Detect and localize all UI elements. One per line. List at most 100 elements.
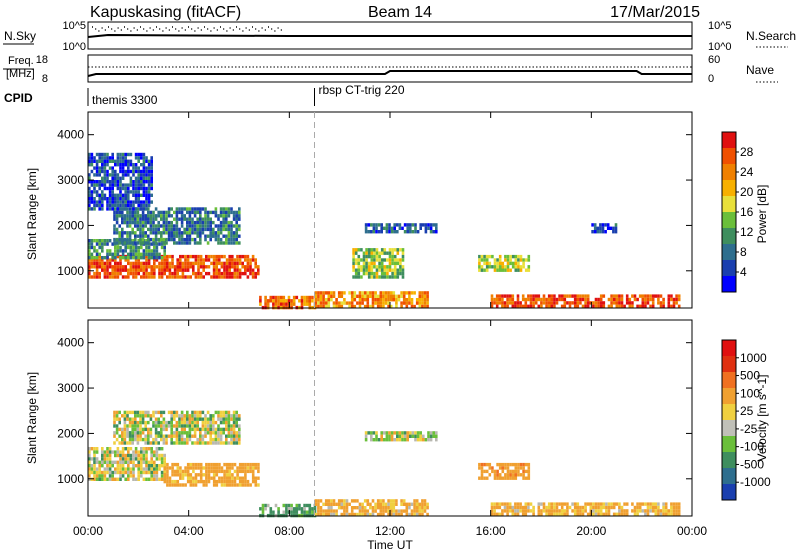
velocity-echo-cell <box>625 502 629 506</box>
velocity-echo-cell <box>173 479 177 484</box>
velocity-echo-cell <box>163 466 167 470</box>
power-echo-cell <box>375 275 379 279</box>
power-echo-cell <box>230 210 233 215</box>
power-echo-cell <box>162 224 166 228</box>
velocity-echo-cell <box>140 460 143 464</box>
power-echo-cell <box>599 294 603 298</box>
power-echo-cell <box>150 180 153 184</box>
power-echo-cell <box>193 210 197 215</box>
velocity-echo-cell <box>506 502 509 506</box>
velocity-echo-cell <box>209 420 212 425</box>
power-echo-cell <box>160 224 163 228</box>
power-echo-cell <box>106 200 109 204</box>
velocity-echo-cell <box>139 437 142 442</box>
velocity-echo-cell <box>421 512 424 517</box>
power-echo-cell <box>163 258 166 262</box>
power-echo-cell <box>385 223 389 227</box>
velocity-echo-cell <box>413 502 416 506</box>
velocity-echo-cell <box>209 431 212 435</box>
power-echo-cell <box>366 301 370 305</box>
power-echo-cell <box>95 249 99 253</box>
power-echo-cell <box>115 214 119 218</box>
power-echo-cell <box>114 275 117 279</box>
velocity-echo-cell <box>204 441 207 445</box>
power-echo-cell <box>625 294 629 298</box>
velocity-echo-cell <box>408 512 411 517</box>
power-echo-cell <box>124 183 127 187</box>
power-echo-cell <box>129 271 133 276</box>
velocity-echo-cell <box>524 502 528 506</box>
velocity-echo-cell <box>152 441 155 445</box>
power-echo-cell <box>139 217 142 221</box>
velocity-echo-cell <box>597 502 600 506</box>
velocity-echo-cell <box>664 502 668 506</box>
velocity-echo-cell <box>154 431 158 435</box>
power-echo-cell <box>160 214 163 218</box>
power-echo-cell <box>279 295 283 300</box>
velocity-echo-cell <box>196 410 199 415</box>
velocity-echo-cell <box>509 469 512 474</box>
power-echo-cell <box>116 173 120 177</box>
power-echo-cell <box>192 271 195 276</box>
power-echo-cell <box>101 180 104 184</box>
velocity-echo-cell <box>191 417 194 421</box>
power-echo-cell <box>230 234 233 238</box>
power-echo-cell <box>223 265 226 269</box>
velocity-echo-cell <box>589 509 593 513</box>
velocity-echo-cell <box>178 417 181 421</box>
power-echo-cell <box>380 268 384 272</box>
power-echo-cell <box>103 159 107 163</box>
power-echo-cell <box>382 294 385 298</box>
power-echo-cell <box>114 258 117 262</box>
power-echo-cell <box>168 261 172 266</box>
velocity-echo-cell <box>677 509 681 513</box>
power-echo-cell <box>212 234 215 238</box>
power-echo-cell <box>119 169 122 174</box>
velocity-echo-cell <box>514 469 518 474</box>
velocity-echo-cell <box>108 474 112 478</box>
velocity-echo-cell <box>547 505 551 510</box>
power-echo-cell <box>142 193 146 197</box>
power-echo-cell <box>145 169 148 174</box>
power-echo-cell <box>90 183 94 187</box>
power-echo-cell <box>166 275 169 279</box>
power-echo-cell <box>423 304 427 309</box>
power-echo-cell <box>196 220 199 225</box>
velocity-echo-cell <box>121 427 124 432</box>
velocity-echo-cell <box>158 467 161 471</box>
velocity-echo-cell <box>397 512 401 517</box>
power-echo-cell <box>218 268 221 272</box>
power-echo-cell <box>134 261 138 266</box>
velocity-echo-cell <box>106 457 109 461</box>
velocity-echo-cell <box>180 434 184 438</box>
power-echo-cell <box>147 258 151 262</box>
power-echo-cell <box>93 275 96 279</box>
velocity-echo-cell <box>108 467 112 471</box>
power-echo-cell <box>227 237 231 242</box>
velocity-echo-cell <box>514 509 517 513</box>
power-echo-cell <box>410 298 414 302</box>
power-echo-cell <box>90 258 94 262</box>
power-echo-cell <box>366 294 370 298</box>
velocity-echo-cell <box>372 438 376 442</box>
power-echo-cell <box>361 298 364 302</box>
power-echo-cell <box>380 261 384 266</box>
power-colorbar-tick-label: 4 <box>740 265 747 279</box>
velocity-echo-cell <box>136 434 140 438</box>
power-echo-cell <box>124 156 127 160</box>
velocity-echo-cell <box>90 447 94 451</box>
power-echo-cell <box>140 207 143 211</box>
velocity-echo-cell <box>103 467 107 471</box>
power-colorbar-swatch <box>722 228 736 245</box>
power-echo-cell <box>137 245 140 250</box>
power-echo-cell <box>108 239 112 243</box>
velocity-echo-cell <box>197 462 200 467</box>
velocity-echo-cell <box>201 417 205 421</box>
velocity-echo-cell <box>555 512 559 516</box>
velocity-echo-cell <box>179 473 182 477</box>
velocity-echo-cell <box>157 417 160 421</box>
power-echo-cell <box>292 299 296 303</box>
velocity-echo-cell <box>218 462 221 467</box>
velocity-echo-cell <box>123 414 127 418</box>
power-echo-cell <box>521 294 525 298</box>
